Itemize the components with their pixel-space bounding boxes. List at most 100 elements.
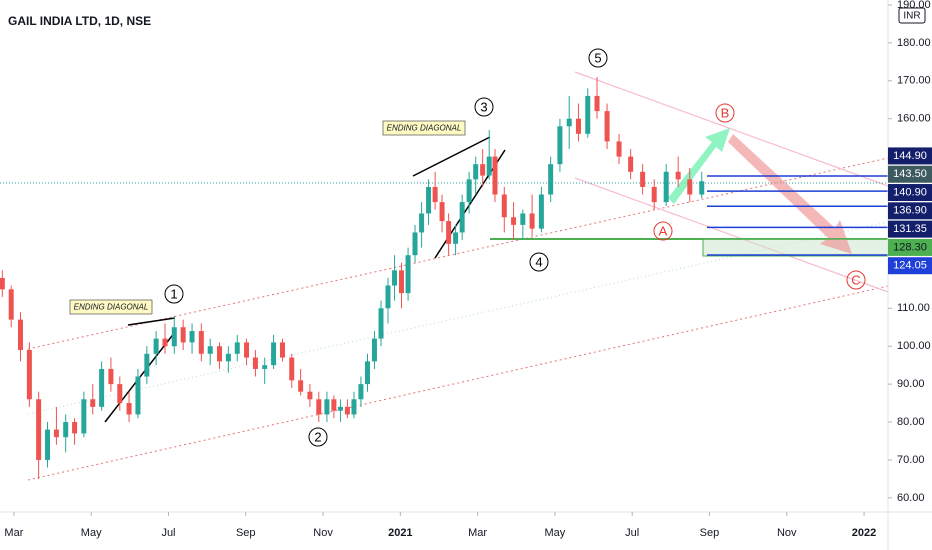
- candle-body: [298, 380, 304, 392]
- currency-box: [898, 7, 926, 24]
- candle-body: [511, 217, 517, 225]
- candle-body: [279, 342, 285, 358]
- wave-circle: [588, 48, 608, 68]
- pattern-label: ENDING DIAGONAL: [387, 124, 462, 133]
- candle-body: [331, 399, 337, 411]
- channel-upper: [27, 157, 889, 350]
- y-tick-label: 180.00: [897, 37, 931, 49]
- x-tick-label: May: [81, 527, 102, 539]
- candle-body: [492, 156, 498, 195]
- candle-body: [72, 422, 78, 434]
- candle-body: [0, 277, 5, 290]
- candle-body: [162, 338, 168, 347]
- candle-body: [616, 141, 622, 157]
- candle-body: [117, 384, 123, 404]
- candle-body: [90, 399, 96, 407]
- candle-body: [8, 289, 14, 320]
- candle-body: [675, 171, 681, 180]
- candle-body: [45, 429, 51, 460]
- price-label-box: [888, 165, 932, 183]
- wave-label: 3: [480, 99, 487, 114]
- candle-body: [432, 186, 438, 203]
- x-tick-label: Mar: [468, 527, 487, 539]
- price-label-box: [888, 220, 932, 238]
- price-label: 140.90: [893, 186, 927, 198]
- price-label-box: [888, 202, 932, 220]
- pattern-box: [69, 299, 153, 315]
- candle-body: [36, 399, 42, 460]
- candle-body: [17, 319, 23, 350]
- candle-body: [548, 164, 554, 195]
- candle-body: [538, 194, 544, 229]
- candle-body: [108, 368, 114, 385]
- price-label: 131.35: [893, 223, 927, 235]
- candle-body: [557, 126, 563, 165]
- candle-body: [651, 186, 657, 203]
- candle-body: [63, 422, 69, 438]
- candle-body: [699, 181, 705, 195]
- wave-label: C: [851, 272, 860, 287]
- wave-label: 1: [170, 286, 177, 301]
- wave-circle: [846, 270, 866, 290]
- price-label: 143.50: [893, 168, 927, 180]
- candle-body: [53, 429, 59, 438]
- x-tick-label: Sep: [236, 527, 256, 539]
- target-zone: [702, 238, 889, 257]
- candle-body: [371, 338, 377, 362]
- candle-body: [180, 327, 186, 343]
- y-tick-label: 160.00: [897, 113, 931, 125]
- candle-body: [252, 357, 258, 369]
- candle-body: [392, 270, 398, 286]
- candles: [0, 76, 888, 479]
- candle-body: [26, 349, 32, 400]
- channel-mid: [27, 221, 889, 415]
- candle-body: [344, 406, 350, 415]
- x-tick-label: May: [545, 527, 566, 539]
- candle-body: [459, 202, 465, 233]
- candle-body: [453, 232, 459, 244]
- x-tick-label: Nov: [777, 527, 797, 539]
- candle-body: [501, 194, 507, 218]
- wave-label: 5: [594, 50, 601, 65]
- pink-channel-top: [574, 71, 889, 187]
- candle-body: [337, 406, 343, 411]
- candle-body: [378, 308, 384, 339]
- candle-body: [126, 403, 132, 415]
- candle-body: [271, 342, 277, 366]
- candle-body: [307, 391, 313, 400]
- candle-body: [426, 186, 432, 214]
- y-tick-label: 70.00: [897, 454, 925, 466]
- price-label: 136.90: [893, 205, 927, 217]
- candle-body: [520, 213, 526, 225]
- wave-label: B: [721, 105, 730, 120]
- price-label: 128.30: [893, 241, 927, 253]
- x-tick-label: 2021: [388, 527, 412, 539]
- x-tick-label: Sep: [700, 527, 720, 539]
- diagonal-line: [127, 317, 176, 326]
- price-label: 124.05: [893, 260, 927, 272]
- candle-body: [486, 156, 492, 176]
- y-tick-label: 90.00: [897, 378, 925, 390]
- candle-body: [480, 164, 486, 176]
- candle-body: [585, 95, 591, 134]
- x-tick-label: Mar: [4, 527, 23, 539]
- pattern-label: ENDING DIAGONAL: [74, 303, 149, 312]
- candle-body: [385, 285, 391, 309]
- candle-body: [316, 399, 322, 415]
- candle-body: [225, 353, 231, 362]
- pattern-box: [382, 120, 466, 136]
- y-tick-label: 100.00: [897, 340, 931, 352]
- drawings: [0, 71, 889, 481]
- candle-body: [364, 361, 370, 385]
- y-tick-label: 80.00: [897, 416, 925, 428]
- price-label-box: [888, 147, 932, 165]
- wave-circle: [715, 103, 735, 123]
- wave-circle: [474, 97, 494, 117]
- candle-body: [144, 353, 150, 377]
- candle-body: [262, 365, 268, 369]
- candle-body: [575, 118, 581, 134]
- candle-body: [207, 346, 213, 354]
- candle-body: [529, 213, 535, 229]
